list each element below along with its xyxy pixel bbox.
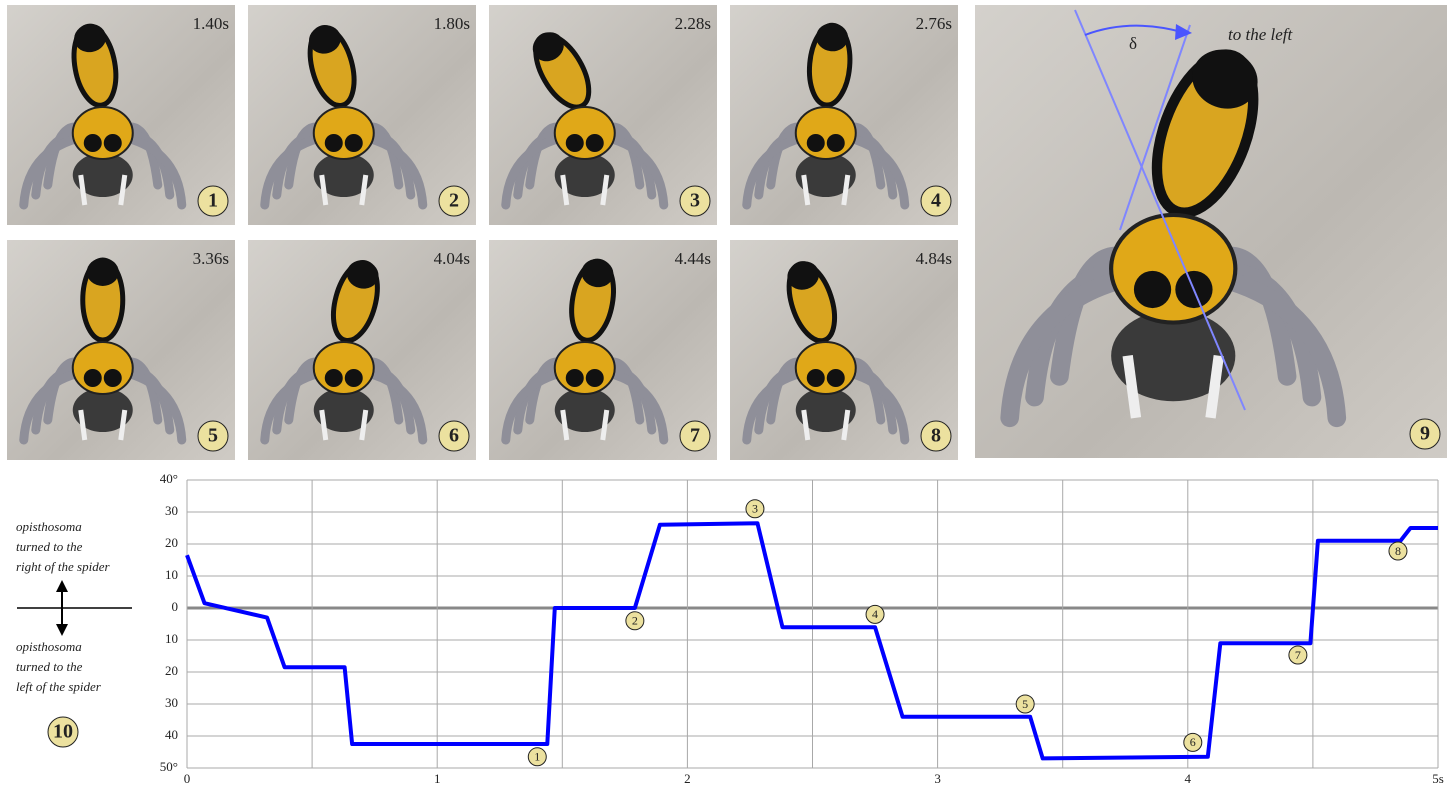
spider-part [104, 134, 122, 152]
spider-part [84, 369, 102, 387]
spider-part [807, 369, 825, 387]
note-line: right of the spider [16, 559, 110, 574]
spider-part [325, 369, 343, 387]
note-line: opisthosoma [16, 639, 82, 654]
angle-symbol: δ [1129, 34, 1137, 53]
x-tick-label: 1 [434, 771, 441, 786]
abdomen-tip [87, 258, 119, 286]
spider-part [566, 369, 584, 387]
time-label: 4.44s [675, 249, 711, 268]
spider-part [796, 342, 856, 394]
y-tick-label: 30 [165, 695, 178, 710]
x-tick-label: 5s [1432, 771, 1444, 786]
x-tick-label: 2 [684, 771, 691, 786]
annotation-label: 8 [1395, 544, 1401, 558]
time-label: 4.84s [916, 249, 952, 268]
annotation-label: 5 [1022, 697, 1028, 711]
time-label: 1.40s [193, 14, 229, 33]
time-label: 4.04s [434, 249, 470, 268]
annotation-label: 2 [632, 614, 638, 628]
x-tick-label: 0 [184, 771, 191, 786]
spider-part [586, 369, 604, 387]
y-tick-label: 50° [160, 759, 178, 774]
annotation-label: 7 [1295, 648, 1301, 662]
time-label: 1.80s [434, 14, 470, 33]
spider-part [566, 134, 584, 152]
annotation-label: 4 [872, 607, 878, 621]
spider-part [345, 134, 363, 152]
spider-part [73, 342, 133, 394]
spider-part [555, 107, 615, 159]
spider-part [314, 342, 374, 394]
y-tick-label: 20 [165, 663, 178, 678]
spider-part [1111, 215, 1235, 323]
badge-label: 2 [449, 190, 459, 212]
badge-label: 8 [931, 425, 941, 447]
time-label: 2.28s [675, 14, 711, 33]
spider-part [807, 134, 825, 152]
annotation-label: 6 [1190, 735, 1196, 749]
badge-label: 7 [690, 425, 700, 447]
badge-label: 10 [53, 721, 73, 743]
y-tick-label: 40° [160, 471, 178, 486]
y-tick-label: 20 [165, 535, 178, 550]
x-tick-label: 3 [934, 771, 941, 786]
y-tick-label: 10 [165, 567, 178, 582]
spider-part [586, 134, 604, 152]
spider-part [796, 107, 856, 159]
badge-label: 9 [1420, 423, 1430, 445]
spider-part [73, 107, 133, 159]
badge-label: 5 [208, 425, 218, 447]
time-label: 2.76s [916, 14, 952, 33]
spider-part [84, 134, 102, 152]
note-line: turned to the [16, 539, 83, 554]
badge-label: 4 [931, 190, 941, 212]
y-tick-label: 30 [165, 503, 178, 518]
spider-part [325, 134, 343, 152]
annotation-label: 3 [752, 502, 758, 516]
figure: 1.40s 1 1.80s 2 2.28s 3 2.76s 4 3.36s 5 4.04s 6 4.44… [0, 0, 1453, 788]
x-tick-label: 4 [1185, 771, 1192, 786]
badge-label: 3 [690, 190, 700, 212]
spider-part [104, 369, 122, 387]
note-line: left of the spider [16, 679, 102, 694]
spider-part [827, 134, 845, 152]
spider-part [555, 342, 615, 394]
time-label: 3.36s [193, 249, 229, 268]
note-line: turned to the [16, 659, 83, 674]
y-tick-label: 10 [165, 631, 178, 646]
badge-label: 6 [449, 425, 459, 447]
page: { "panels": [ {"time": "1.40s", "number"… [0, 0, 1453, 788]
y-tick-label: 0 [172, 599, 179, 614]
spider-part [827, 369, 845, 387]
caption: to the left [1228, 25, 1293, 44]
badge-label: 1 [208, 190, 218, 212]
spider-part [1134, 271, 1171, 308]
spider-part [345, 369, 363, 387]
y-tick-label: 40 [165, 727, 178, 742]
note-line: opisthosoma [16, 519, 82, 534]
annotation-label: 1 [534, 750, 540, 764]
spider-part [314, 107, 374, 159]
abdomen [83, 258, 123, 340]
